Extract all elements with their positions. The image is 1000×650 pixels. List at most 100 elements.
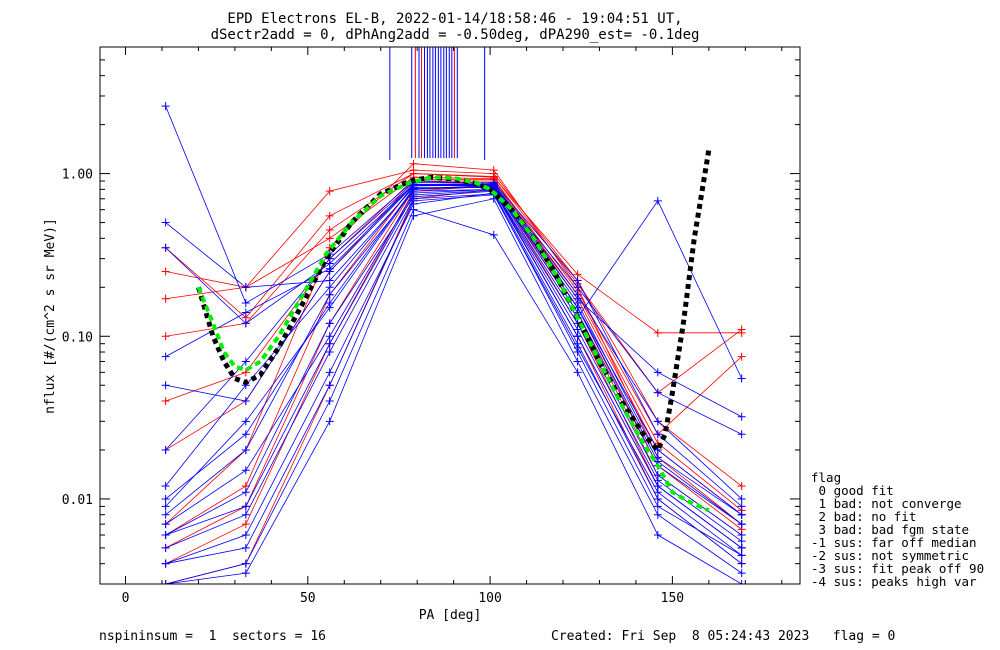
- chart-title-line-2: dSectr2add = 0, dPhAng2add = -0.50deg, d…: [211, 27, 700, 43]
- series-line: [165, 188, 742, 536]
- legend-entry: 1 bad: not converge: [811, 496, 962, 511]
- data-point-marker: [737, 543, 746, 552]
- data-point-marker: [737, 352, 746, 361]
- data-point-marker: [161, 332, 170, 341]
- data-point-marker: [409, 211, 418, 220]
- series-line: [165, 182, 742, 536]
- axis-layer: 0 50 100 150 0.01 0.10 1.00: [62, 46, 800, 606]
- x-tick-label: 50: [300, 591, 316, 606]
- data-point-marker: [737, 520, 746, 529]
- data-point-marker: [325, 381, 334, 390]
- data-point-marker: [161, 381, 170, 390]
- data-point-marker: [241, 543, 250, 552]
- data-point-marker: [653, 196, 662, 205]
- data-point-marker: [241, 417, 250, 426]
- series-line: [165, 105, 742, 500]
- data-point-marker: [737, 412, 746, 421]
- series-line: [165, 185, 742, 525]
- data-point-marker: [653, 388, 662, 397]
- legend-entry: -4 sus: peaks high var: [811, 574, 977, 589]
- data-point-marker: [737, 494, 746, 503]
- data-point-marker: [737, 325, 746, 334]
- data-point-marker: [241, 510, 250, 519]
- fit-curve-green: [196, 175, 710, 513]
- data-point-marker: [325, 226, 334, 235]
- data-point-marker: [489, 194, 498, 203]
- legend-entry: -2 sus: not symmetric: [811, 548, 969, 563]
- data-point-marker: [409, 184, 418, 193]
- y-tick-label: 0.01: [62, 493, 93, 508]
- data-point-marker: [161, 482, 170, 491]
- data-point-marker: [241, 531, 250, 540]
- data-point-marker: [161, 396, 170, 405]
- data-point-marker: [325, 283, 334, 292]
- legend-title: flag: [811, 470, 841, 485]
- data-point-marker: [325, 187, 334, 196]
- x-tick-label: 100: [478, 591, 501, 606]
- data-point-marker: [325, 211, 334, 220]
- data-point-marker: [653, 510, 662, 519]
- data-point-marker: [489, 181, 498, 190]
- series-line: [165, 182, 742, 507]
- data-point-marker: [653, 417, 662, 426]
- data-point-marker: [325, 290, 334, 299]
- data-point-marker: [161, 510, 170, 519]
- data-point-marker: [161, 543, 170, 552]
- data-point-marker: [241, 299, 250, 308]
- data-point-marker: [325, 368, 334, 377]
- data-point-marker: [653, 368, 662, 377]
- series-line: [165, 209, 742, 584]
- data-point-marker: [653, 482, 662, 491]
- data-point-marker: [573, 368, 582, 377]
- series-line: [165, 188, 742, 542]
- data-point-marker: [161, 294, 170, 303]
- data-point-marker: [573, 276, 582, 285]
- data-point-marker: [241, 569, 250, 578]
- y-tick-label: 0.10: [62, 330, 93, 345]
- series-line: [165, 198, 742, 584]
- series-line: [165, 186, 742, 525]
- data-point-marker: [653, 328, 662, 337]
- data-point-marker: [241, 357, 250, 366]
- flag-legend: flag 0 good fit 1 bad: not converge 2 ba…: [811, 470, 984, 589]
- data-point-marker: [241, 283, 250, 292]
- data-point-marker: [241, 396, 250, 405]
- footer-left: nspininsum = 1 sectors = 16: [99, 629, 326, 644]
- data-point-marker: [325, 299, 334, 308]
- data-point-marker: [737, 580, 746, 584]
- data-point-marker: [161, 267, 170, 276]
- data-point-marker: [653, 502, 662, 511]
- data-point-marker: [737, 502, 746, 511]
- series-line: [165, 187, 743, 379]
- data-point-marker: [241, 559, 250, 568]
- series-line: [165, 179, 742, 511]
- series-line: [165, 185, 742, 565]
- data-point-marker: [325, 332, 334, 341]
- data-point-marker: [325, 234, 334, 243]
- data-point-marker: [161, 559, 170, 568]
- data-point-marker: [161, 102, 170, 111]
- data-point-marker: [573, 283, 582, 292]
- y-axis-label: nflux [#/(cm^2 s sr MeV)]: [43, 218, 58, 414]
- x-axis-label: PA [deg]: [419, 608, 482, 623]
- y-tick-label: 1.00: [62, 168, 93, 183]
- data-point-marker: [241, 319, 250, 328]
- data-point-marker: [489, 230, 498, 239]
- data-point-marker: [241, 308, 250, 317]
- data-point-marker: [573, 357, 582, 366]
- x-tick-label: 150: [661, 591, 684, 606]
- series-line: [165, 194, 742, 565]
- series-line: [165, 189, 742, 549]
- series-line: [165, 183, 742, 418]
- data-point-marker: [241, 502, 250, 511]
- data-point-marker: [737, 537, 746, 546]
- data-point-marker: [241, 430, 250, 439]
- data-point-marker: [737, 559, 746, 568]
- data-point-marker: [653, 430, 662, 439]
- data-point-marker: [325, 276, 334, 285]
- data-point-marker: [325, 339, 334, 348]
- data-point-marker: [241, 488, 250, 497]
- data-point-marker: [573, 343, 582, 352]
- x-tick-label: 0: [122, 591, 130, 606]
